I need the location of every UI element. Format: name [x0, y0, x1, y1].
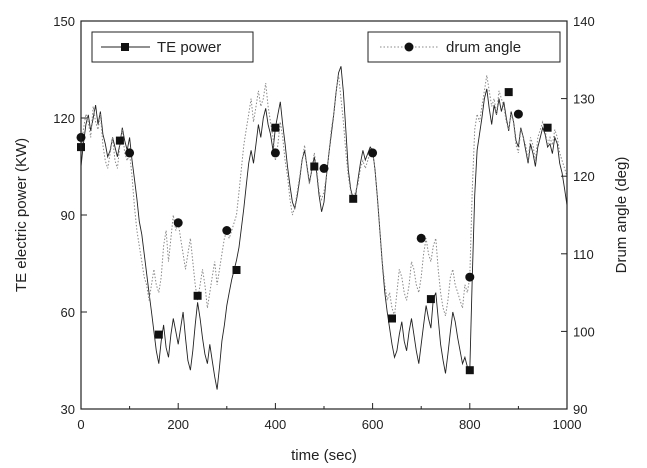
plot-frame: [81, 21, 567, 409]
x-tick-label: 1000: [553, 417, 582, 432]
te-power-marker: [116, 137, 124, 145]
drum-angle-marker: [417, 234, 426, 243]
y2-axis-ticks: 90 100 110 120 130 140: [561, 14, 595, 417]
y2-tick-label: 120: [573, 169, 595, 184]
y-tick-label: 150: [53, 14, 75, 29]
te-power-marker: [427, 295, 435, 303]
te-power-marker: [194, 292, 202, 300]
legend-te-power-marker: [121, 43, 129, 51]
legend-drum-angle: drum angle: [368, 32, 560, 62]
te-power-marker: [349, 195, 357, 203]
y2-tick-label: 140: [573, 14, 595, 29]
te-power-marker: [466, 366, 474, 374]
drum-angle-marker: [174, 218, 183, 227]
legend-drum-angle-marker: [405, 43, 414, 52]
y-tick-label: 120: [53, 111, 75, 126]
y2-tick-label: 130: [573, 92, 595, 107]
drum-angle-marker: [320, 164, 329, 173]
legend-te-power: TE power: [92, 32, 253, 62]
drum-angle-marker: [514, 110, 523, 119]
te-power-marker: [310, 163, 318, 171]
y-tick-label: 30: [61, 402, 75, 417]
te-power-marker: [155, 331, 163, 339]
x-tick-label: 800: [459, 417, 481, 432]
series-line-te-power: [81, 66, 567, 389]
y-axis-label: TE electric power (KW): [13, 138, 30, 292]
y-tick-label: 60: [61, 305, 75, 320]
y2-tick-label: 90: [573, 402, 587, 417]
te-power-marker: [388, 315, 396, 323]
te-power-marker: [505, 88, 513, 96]
x-axis-ticks: 0 200 400 600 800 1000: [77, 403, 581, 432]
series-layer: [81, 66, 567, 389]
x-tick-label: 0: [77, 417, 84, 432]
y2-tick-label: 110: [573, 247, 594, 262]
x-tick-label: 600: [362, 417, 384, 432]
y2-axis-label: Drum angle (deg): [613, 157, 630, 274]
drum-angle-marker: [125, 148, 134, 157]
x-axis-label: time (sec): [291, 447, 357, 464]
te-power-marker: [271, 124, 279, 132]
legend-te-power-label: TE power: [157, 39, 221, 56]
y-tick-label: 90: [61, 208, 75, 223]
y2-tick-label: 100: [573, 324, 595, 339]
legend-drum-angle-label: drum angle: [446, 39, 521, 56]
drum-angle-marker: [222, 226, 231, 235]
drum-angle-marker: [271, 148, 280, 157]
te-power-marker: [544, 124, 552, 132]
te-power-marker: [233, 266, 241, 274]
x-tick-label: 200: [167, 417, 189, 432]
series-line-drum-angle: [81, 75, 567, 316]
x-tick-label: 400: [265, 417, 287, 432]
y-axis-ticks: 30 60 90 120 150: [53, 14, 87, 417]
drum-angle-marker: [368, 148, 377, 157]
drum-angle-marker: [465, 273, 474, 282]
